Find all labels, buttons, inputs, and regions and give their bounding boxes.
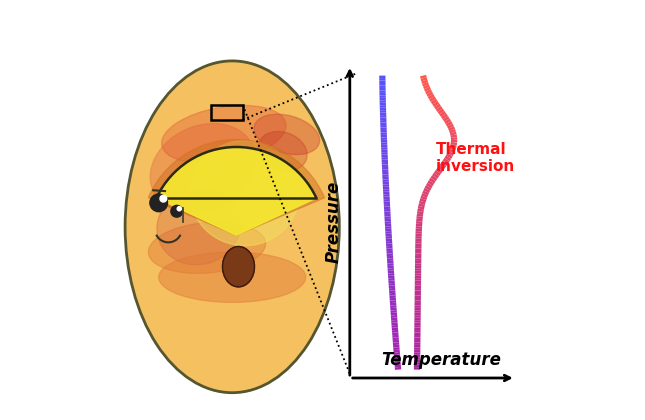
Circle shape	[171, 205, 183, 217]
Ellipse shape	[162, 105, 286, 163]
Ellipse shape	[190, 141, 299, 246]
Ellipse shape	[258, 131, 307, 171]
Text: Pressure: Pressure	[325, 181, 343, 262]
Wedge shape	[157, 147, 316, 235]
Ellipse shape	[125, 61, 339, 393]
Ellipse shape	[150, 123, 255, 213]
Ellipse shape	[125, 61, 339, 393]
Ellipse shape	[148, 222, 266, 273]
Bar	[211, 105, 243, 120]
Wedge shape	[148, 139, 324, 235]
Circle shape	[160, 195, 166, 202]
Ellipse shape	[223, 247, 255, 287]
Text: Temperature: Temperature	[381, 351, 501, 369]
Circle shape	[150, 194, 168, 212]
Text: Thermal
inversion: Thermal inversion	[436, 142, 515, 174]
Circle shape	[177, 207, 181, 211]
Ellipse shape	[157, 189, 241, 265]
Ellipse shape	[254, 114, 320, 155]
Ellipse shape	[159, 252, 306, 302]
